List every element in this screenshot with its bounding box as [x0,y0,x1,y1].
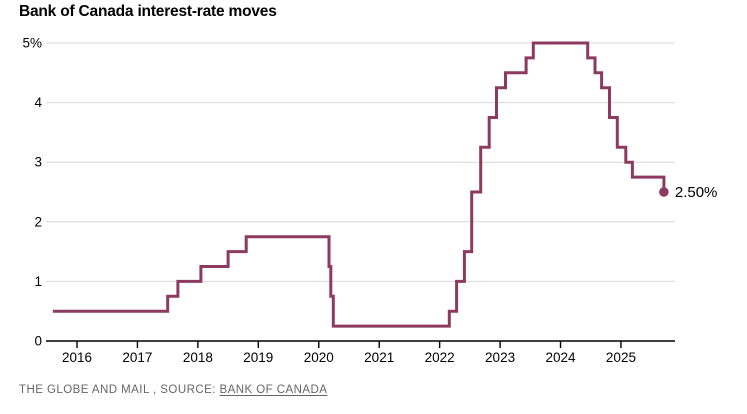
x-tick-label: 2016 [62,350,92,365]
y-tick-label: 3 [34,155,42,170]
attribution-line: THE GLOBE AND MAIL , SOURCE: BANK OF CAN… [19,384,327,396]
x-tick-label: 2024 [545,350,576,365]
x-tick-label: 2020 [304,350,334,365]
endpoint-dot [659,187,669,197]
y-tick-label: 5% [22,36,42,51]
x-tick-label: 2019 [243,350,273,365]
source-link[interactable]: BANK OF CANADA [219,384,328,396]
y-tick-label: 2 [34,214,42,229]
rate-step-chart: 5% 4 3 2 1 0 2016 2017 2018 2019 2020 2021 2022 2023 2… [22,36,718,366]
x-tick-label: 2018 [183,350,213,365]
x-tick-label: 2023 [485,350,515,365]
x-tick-label: 2017 [122,350,152,365]
x-tick-label: 2021 [364,350,394,365]
end-value-label: 2.50% [675,184,718,201]
y-tick-label: 1 [34,274,42,289]
x-tick-label: 2025 [606,350,636,365]
y-tick-label: 4 [34,95,42,110]
x-tick-label: 2022 [425,350,455,365]
credit-text: THE GLOBE AND MAIL , SOURCE: [19,384,220,396]
rate-step-line [52,41,666,328]
chart-title: Bank of Canada interest-rate moves [19,3,277,20]
y-tick-label: 0 [34,334,42,349]
